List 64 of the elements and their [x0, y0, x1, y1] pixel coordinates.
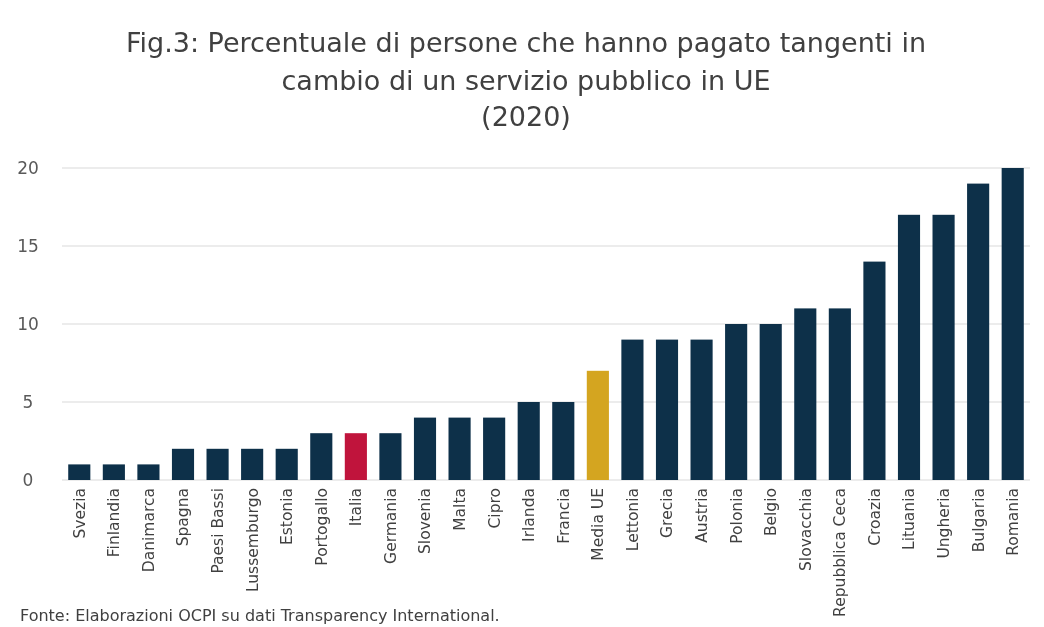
- x-tick-label: Austria: [693, 488, 711, 543]
- bar: [137, 464, 160, 480]
- x-tick-label: Irlanda: [520, 488, 539, 542]
- bar: [932, 214, 955, 480]
- bar: [655, 339, 679, 480]
- x-tick-label: Estonia: [278, 488, 297, 546]
- bar: [586, 370, 609, 480]
- bar: [448, 417, 471, 480]
- bar: [552, 402, 575, 480]
- chart-title: Fig.3: Percentuale di persone che hanno pagato tangenti in cambio di un servizio pubblico in UE: [125, 27, 927, 96]
- bar: [310, 433, 333, 480]
- x-tick-label: Polonia: [727, 488, 746, 544]
- x-tick-label: Belgio: [762, 488, 781, 537]
- x-tick-label: Germania: [381, 488, 400, 564]
- bar: [1001, 168, 1024, 480]
- bar: [379, 433, 402, 480]
- y-tick-label: 20: [17, 157, 39, 178]
- x-tick-label: Media UE: [589, 488, 608, 561]
- bar: [68, 464, 91, 480]
- x-tick-label: Grecia: [658, 488, 677, 538]
- x-tick-label: Lituania: [900, 488, 919, 550]
- chart-subtitle: (2020): [481, 101, 571, 132]
- bar: [794, 308, 817, 480]
- x-tick-label: Paesi Bassi: [209, 488, 227, 574]
- y-tick-label: 10: [17, 313, 39, 334]
- x-tick-label: Romania: [1004, 488, 1023, 556]
- bar: [171, 448, 195, 480]
- bar: [275, 448, 298, 480]
- x-tick-label: Svezia: [70, 488, 89, 539]
- x-tick-label: Francia: [554, 488, 573, 544]
- x-tick-label: Lettonia: [623, 488, 642, 552]
- bar: [517, 402, 540, 480]
- bar: [413, 417, 437, 480]
- bar: [897, 214, 921, 480]
- bar: [483, 417, 506, 480]
- x-tick-label: Croazia: [865, 488, 884, 546]
- bar: [725, 324, 748, 480]
- x-tick-label: Bulgaria: [969, 488, 988, 553]
- bar: [690, 339, 713, 480]
- y-tick-label: 0: [22, 469, 34, 490]
- bar: [967, 183, 990, 480]
- bar: [102, 464, 125, 480]
- y-tick-label: 5: [22, 391, 34, 412]
- x-tick-label: Spagna: [174, 488, 193, 547]
- x-tick-label: Italia: [347, 488, 366, 527]
- source-note: Fonte: Elaborazioni OCPI su dati Transparency International.: [20, 606, 500, 625]
- bar: [206, 448, 229, 480]
- x-tick-label: Malta: [451, 488, 469, 531]
- bar: [621, 339, 644, 480]
- x-tick-label: Danimarca: [139, 488, 158, 573]
- x-tick-label: Finlandia: [105, 488, 124, 558]
- x-tick-label: Repubblica Ceca: [831, 488, 850, 617]
- x-tick-label: Slovenia: [416, 488, 435, 554]
- bar: [759, 324, 782, 480]
- x-tick-label: Lussemburgo: [243, 488, 262, 593]
- bar: [241, 448, 264, 480]
- x-tick-label: Cipro: [485, 488, 504, 529]
- y-tick-label: 15: [17, 235, 39, 256]
- x-tick-label: Portogallo: [312, 488, 331, 566]
- bar: [344, 433, 367, 480]
- x-tick-label: Ungheria: [935, 488, 953, 559]
- bar: [828, 308, 851, 480]
- bar: [863, 261, 886, 480]
- x-tick-label: Slovacchia: [796, 488, 815, 571]
